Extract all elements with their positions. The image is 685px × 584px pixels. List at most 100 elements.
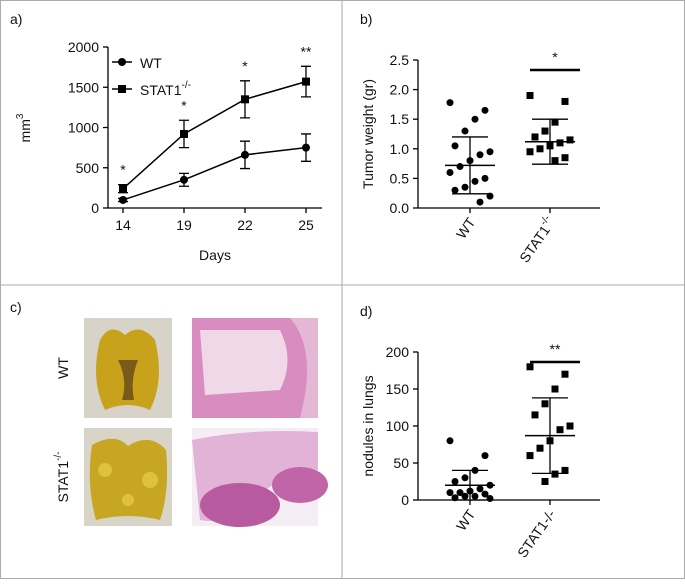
y-tick-label: 1000 xyxy=(68,120,99,136)
image-panel xyxy=(84,318,328,527)
data-point xyxy=(526,452,534,460)
data-point xyxy=(481,106,489,114)
data-point xyxy=(566,136,574,144)
data-point xyxy=(541,400,549,408)
x-axis-label: Days xyxy=(199,247,231,263)
legend-label: STAT1-/- xyxy=(140,80,191,98)
x-tick-label: STAT1-/- xyxy=(514,506,559,560)
y-tick-label: 100 xyxy=(386,418,410,434)
row-label: WT xyxy=(55,357,71,379)
sd-bar xyxy=(452,136,488,195)
data-point xyxy=(526,148,534,156)
x-tick-label-text: STAT1 xyxy=(516,222,553,265)
data-point xyxy=(531,411,539,419)
data-point xyxy=(461,492,469,500)
y-tick-label: 0.5 xyxy=(390,170,410,186)
data-point xyxy=(119,184,127,193)
series-line xyxy=(122,80,307,190)
x-tick-label-text: WT xyxy=(453,214,479,241)
sd-bar xyxy=(452,469,488,501)
data-point xyxy=(241,150,249,159)
data-point xyxy=(180,129,188,138)
sd-bar xyxy=(532,397,568,475)
x-tick-label: 19 xyxy=(176,217,192,233)
data-point xyxy=(536,444,544,452)
data-point xyxy=(561,154,569,162)
x-tick-label: WT xyxy=(453,214,479,241)
data-point xyxy=(536,145,544,153)
data-point xyxy=(451,478,459,485)
y-tick-label: 2.5 xyxy=(390,52,410,68)
data-point xyxy=(456,489,464,497)
y-axis-label: nodules in lungs xyxy=(360,375,376,476)
sd-bar xyxy=(532,118,568,165)
data-point xyxy=(476,485,484,493)
y-axis-label-sup: 3 xyxy=(15,113,26,119)
x-tick-label-text: WT xyxy=(453,506,479,533)
x-tick-label: 25 xyxy=(298,217,314,233)
data-point xyxy=(446,437,454,445)
data-point xyxy=(566,422,574,430)
nodule xyxy=(142,472,158,488)
x-tick-label: STAT1-/- xyxy=(514,213,558,265)
panel-label: b) xyxy=(360,11,372,27)
data-point xyxy=(471,492,479,500)
data-point xyxy=(526,363,534,371)
data-point xyxy=(446,168,454,176)
data-point xyxy=(180,175,188,184)
y-tick-label: 1.5 xyxy=(390,111,410,127)
lung-shape xyxy=(89,438,168,520)
data-point xyxy=(556,139,564,147)
y-tick-label: 0.0 xyxy=(390,200,410,216)
data-point xyxy=(561,466,569,474)
data-point xyxy=(451,142,459,150)
row-label-text: WT xyxy=(55,357,71,379)
data-point xyxy=(456,163,464,171)
panel-label: a) xyxy=(10,11,22,27)
row-label: STAT1-/- xyxy=(53,452,71,503)
y-tick-label: 0 xyxy=(401,492,409,508)
data-point xyxy=(461,474,469,482)
data-point xyxy=(119,195,127,204)
nodule xyxy=(122,494,134,506)
data-point xyxy=(471,177,479,185)
y-tick-label: 2000 xyxy=(68,39,99,55)
legend-marker xyxy=(118,58,126,66)
lung-shape xyxy=(118,360,138,400)
data-point xyxy=(461,127,469,135)
significance-label: * xyxy=(552,49,558,65)
panel-label: d) xyxy=(360,303,372,319)
significance-label: * xyxy=(181,97,187,113)
data-point xyxy=(556,426,564,434)
series-line xyxy=(122,146,307,201)
data-point xyxy=(486,192,494,200)
legend-label-text: WT xyxy=(140,55,162,71)
data-point xyxy=(551,157,559,165)
data-point xyxy=(551,385,559,393)
histology-tissue xyxy=(272,467,328,503)
y-tick-label: 500 xyxy=(76,160,100,176)
data-point xyxy=(561,97,569,105)
y-tick-label: 1.0 xyxy=(390,141,410,157)
x-tick-label-text: STAT1-/- xyxy=(514,506,559,560)
row-label-text: STAT1 xyxy=(55,461,71,503)
data-point xyxy=(302,143,310,152)
data-point xyxy=(451,186,459,194)
row-label-sup: -/- xyxy=(53,452,64,461)
legend-marker xyxy=(118,85,126,93)
data-point xyxy=(526,92,534,100)
data-point xyxy=(551,470,559,478)
data-point xyxy=(481,490,489,498)
y-tick-label: 150 xyxy=(386,381,410,397)
data-point xyxy=(461,183,469,191)
significance-label: * xyxy=(242,58,248,74)
data-point xyxy=(446,99,454,107)
data-point xyxy=(541,127,549,135)
data-point xyxy=(481,174,489,182)
data-point xyxy=(486,148,494,156)
data-point xyxy=(541,478,549,485)
data-point xyxy=(561,370,569,378)
significance-label: * xyxy=(120,162,126,178)
legend-label-text: STAT1 xyxy=(140,82,182,98)
